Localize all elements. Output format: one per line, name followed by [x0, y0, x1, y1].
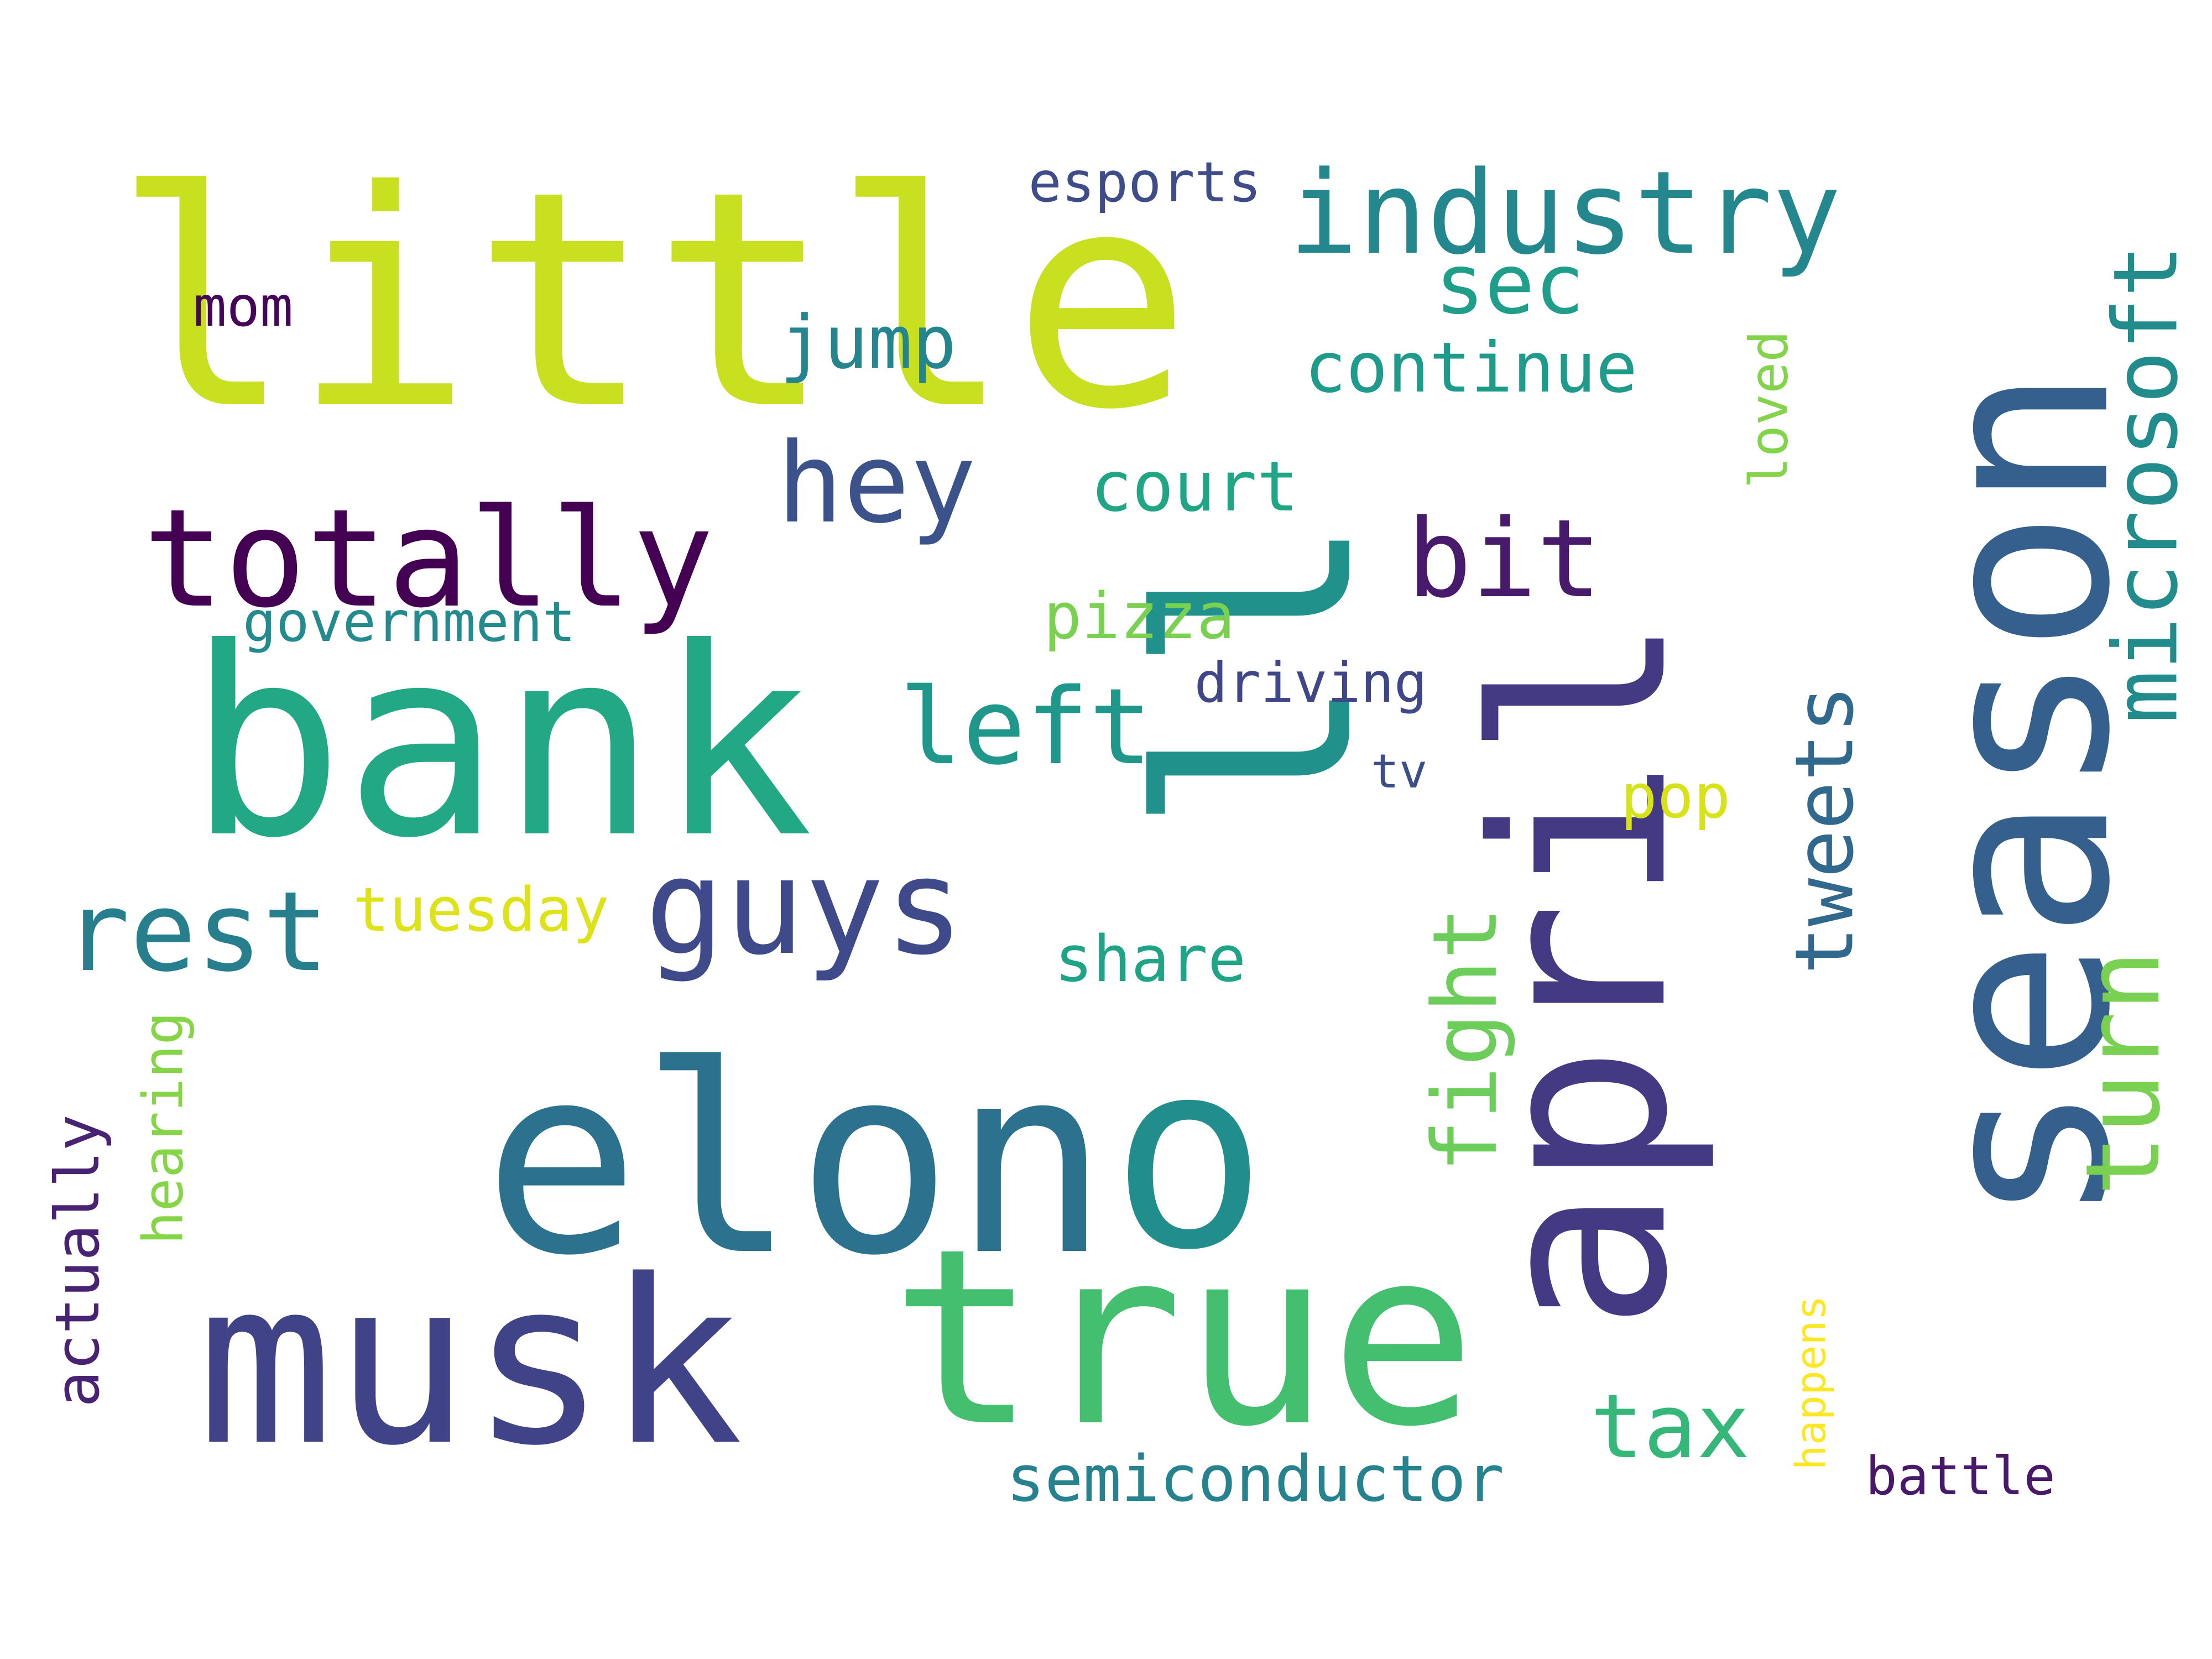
word-happens: happens: [1786, 1295, 1835, 1470]
word-rest: rest: [64, 867, 329, 996]
word-share: share: [1055, 922, 1246, 997]
word-o: o: [1110, 1004, 1267, 1307]
word-pizza: pizza: [1044, 579, 1235, 654]
word-tuesday: tuesday: [353, 874, 609, 945]
word-mom: mom: [193, 274, 294, 339]
word-esports: esports: [1028, 150, 1261, 215]
word-battle: battle: [1865, 1446, 2056, 1507]
word-microsoft: microsoft: [2093, 244, 2197, 724]
word-true: true: [890, 1197, 1477, 1480]
word-turn: turn: [2063, 950, 2183, 1196]
word-continue: continue: [1305, 327, 1638, 408]
word-driving: driving: [1194, 650, 1427, 715]
word-hearing: hearing: [131, 1011, 196, 1245]
word-bit: bit: [1407, 495, 1602, 622]
word-tweets: tweets: [1778, 685, 1872, 974]
word-government: government: [243, 589, 576, 654]
word-sec: sec: [1434, 237, 1585, 333]
word-hey: hey: [776, 419, 977, 548]
word-fight: fight: [1413, 906, 1517, 1173]
word-totally: totally: [143, 479, 714, 638]
word-jump: jump: [780, 300, 957, 385]
word-musk: musk: [197, 1231, 743, 1495]
word-elon: elon: [483, 1010, 1109, 1312]
word-left: left: [899, 666, 1152, 788]
word-loved: loved: [1739, 330, 1800, 488]
word-pop: pop: [1620, 761, 1731, 832]
word-court: court: [1091, 446, 1299, 527]
word-industry: industry: [1288, 145, 1841, 280]
word-semiconductor: semiconductor: [1006, 1442, 1505, 1516]
word-tax: tax: [1590, 1375, 1750, 1478]
word-bank: bank: [187, 592, 813, 895]
word-guys: guys: [645, 830, 964, 984]
word-tv: tv: [1371, 744, 1428, 799]
word-little: little: [113, 128, 1192, 475]
word-actually: actually: [41, 1114, 113, 1407]
